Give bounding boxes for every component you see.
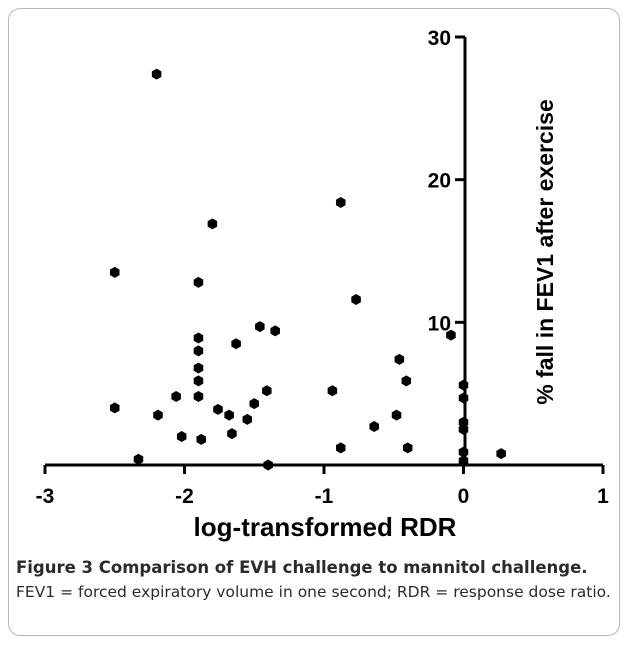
data-point <box>458 446 469 458</box>
data-points <box>109 68 506 471</box>
data-point <box>133 453 144 465</box>
data-point <box>458 392 469 404</box>
data-point <box>193 276 204 288</box>
data-point <box>391 409 402 421</box>
data-point <box>351 294 361 306</box>
y-tick-label: 20 <box>428 170 451 193</box>
data-point <box>224 409 234 421</box>
data-point <box>335 442 346 454</box>
data-point <box>193 345 204 357</box>
data-point <box>369 420 379 432</box>
chart-axes: -3 -2 -1 0 1 10 20 30 <box>36 27 610 508</box>
data-point <box>242 413 253 425</box>
figure-caption: Figure 3 Comparison of EVH challenge to … <box>16 556 611 604</box>
data-point <box>255 321 265 333</box>
data-point <box>213 403 223 415</box>
data-point <box>249 398 260 410</box>
data-point <box>270 325 280 337</box>
data-point <box>335 196 346 208</box>
data-point <box>109 266 120 278</box>
data-point <box>458 416 469 428</box>
data-point <box>151 68 162 80</box>
data-point <box>193 362 204 374</box>
data-point <box>193 391 204 403</box>
y-tick-label: 30 <box>428 27 451 50</box>
data-point <box>227 428 237 440</box>
data-point <box>402 442 413 454</box>
data-point <box>231 338 241 350</box>
data-point <box>262 385 272 397</box>
data-point <box>153 409 163 421</box>
x-tick-label: 0 <box>458 485 470 508</box>
x-tick-label: -2 <box>175 485 194 508</box>
caption-body: FEV1 = forced expiratory volume in one s… <box>16 583 611 601</box>
data-point <box>109 402 120 414</box>
data-point <box>207 218 218 230</box>
data-point <box>176 430 187 442</box>
data-point <box>394 353 405 365</box>
scatter-chart: -3 -2 -1 0 1 10 20 30 log-transformed RDR % fal… <box>36 27 610 542</box>
x-tick-label: -3 <box>36 485 55 508</box>
data-point <box>327 385 338 397</box>
data-point <box>458 423 469 435</box>
x-tick-label: -1 <box>315 485 334 508</box>
data-point <box>196 433 206 445</box>
data-point <box>401 375 412 387</box>
data-point <box>193 332 204 344</box>
data-point <box>458 379 469 391</box>
y-axis-label: % fall in FEV1 after exercise <box>532 99 558 405</box>
data-point <box>193 375 204 387</box>
data-point <box>458 455 469 467</box>
data-point <box>446 329 456 341</box>
data-point <box>171 391 181 403</box>
x-tick-label: 1 <box>597 485 609 508</box>
data-point <box>263 459 273 471</box>
y-tick-label: 10 <box>428 312 451 335</box>
figure-frame <box>8 8 620 636</box>
data-point <box>496 448 506 460</box>
caption-title: Figure 3 Comparison of EVH challenge to … <box>16 558 588 577</box>
x-axis-label: log-transformed RDR <box>194 512 457 542</box>
